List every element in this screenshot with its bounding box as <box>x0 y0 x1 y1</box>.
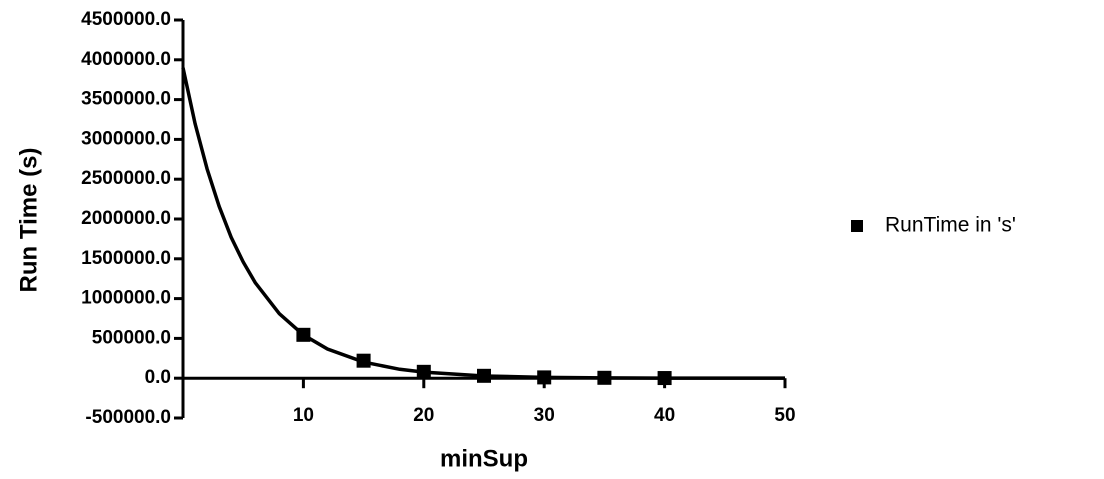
x-tick-label: 40 <box>654 405 675 426</box>
x-tick-label: 10 <box>293 405 314 426</box>
y-tick-label: 4000000.0 <box>81 49 171 70</box>
y-tick-label: 500000.0 <box>92 327 171 348</box>
point <box>657 371 672 386</box>
fit-curve <box>181 67 786 380</box>
y-tick-label: 1000000.0 <box>81 288 171 309</box>
y-tick-label: -500000.0 <box>85 407 171 428</box>
point <box>296 327 311 342</box>
point <box>356 353 371 368</box>
legend-marker <box>851 220 863 232</box>
y-tick-label: 2500000.0 <box>81 168 171 189</box>
x-axis-title: minSup <box>440 445 528 472</box>
y-tick-label: 2000000.0 <box>81 208 171 229</box>
y-tick-label: 3000000.0 <box>81 128 171 149</box>
y-tick-label: 0.0 <box>145 367 171 388</box>
y-tick-label: 1500000.0 <box>81 248 171 269</box>
legend-label: RunTime in 's' <box>885 214 1016 237</box>
point <box>597 370 612 385</box>
x-tick-label: 50 <box>774 405 795 426</box>
point <box>477 368 491 383</box>
y-tick-label: 3500000.0 <box>81 89 171 110</box>
point <box>416 364 431 379</box>
x-tick-label: 20 <box>413 405 434 426</box>
point <box>537 370 552 385</box>
y-tick-label: 4500000.0 <box>81 9 171 30</box>
y-axis-title: Run Time (s) <box>15 148 42 293</box>
x-tick-label: 30 <box>534 405 555 426</box>
